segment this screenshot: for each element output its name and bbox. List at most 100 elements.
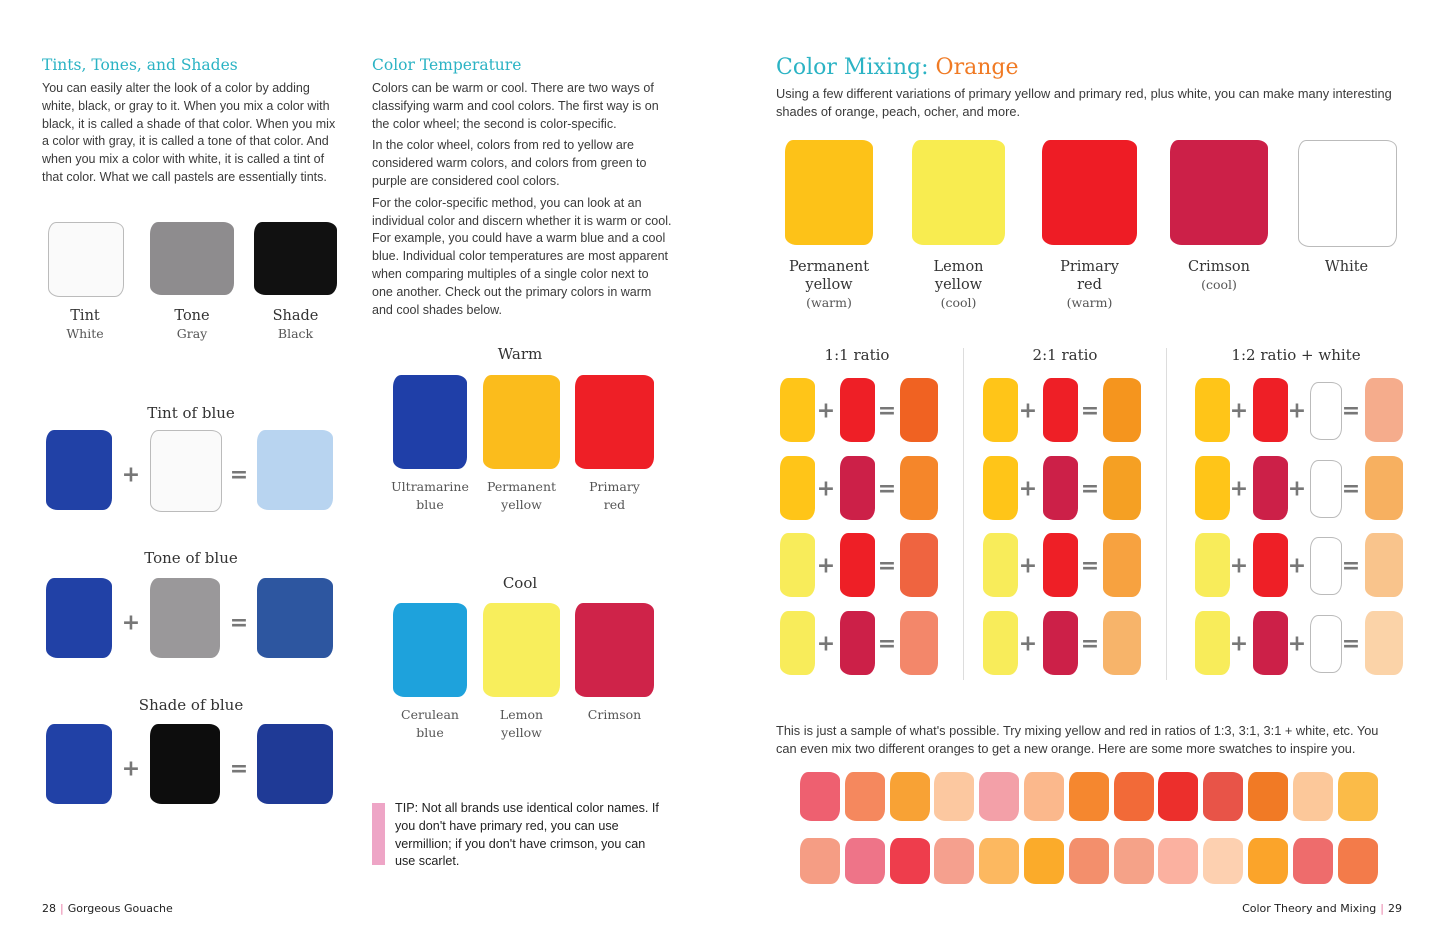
label-text: Gray (176, 326, 208, 341)
label-text: (warm) (806, 295, 852, 310)
paint-swatch (1043, 611, 1078, 675)
inspiration-swatch (1113, 772, 1154, 821)
paint-swatch (983, 378, 1018, 442)
label-text: Primary (589, 479, 640, 494)
title-part: Color Mixing: (776, 55, 936, 80)
label-text: Shade (272, 308, 319, 324)
label-text: yellow (501, 725, 542, 740)
inspiration-swatch (889, 838, 930, 884)
equals-sign: = (229, 756, 249, 782)
paint-swatch (483, 603, 560, 697)
paint-swatch (1310, 382, 1342, 440)
inspiration-swatch (1292, 772, 1333, 821)
paint-swatch (1253, 456, 1288, 520)
result-swatch (900, 533, 938, 597)
page-title: Color Mixing: Orange (776, 55, 1019, 80)
inspiration-swatch (1203, 772, 1244, 821)
inspiration-swatch (1248, 772, 1288, 821)
label-text: yellow (934, 277, 983, 293)
inspiration-swatch (979, 838, 1020, 884)
paint-swatch (1253, 378, 1288, 442)
tip-text: TIP: Not all brands use identical color … (395, 800, 660, 871)
cool-heading: Cool (502, 574, 538, 592)
equals-sign: = (1080, 631, 1100, 657)
swatch-label: Tint White (66, 307, 103, 343)
label-text: Ultramarine (391, 479, 469, 494)
paint-swatch (575, 375, 654, 469)
label-text: White (66, 326, 104, 341)
paragraph: Colors can be warm or cool. There are tw… (372, 81, 659, 131)
paint-swatch (780, 456, 815, 520)
label-text: Black (277, 326, 314, 341)
book-title: Gorgeous Gouache (67, 902, 173, 915)
plus-sign: + (1287, 476, 1307, 502)
mix-heading: Tone of blue (144, 549, 238, 567)
plus-sign: + (1229, 553, 1249, 579)
label-text: Lemon (933, 259, 984, 275)
plus-sign: + (121, 462, 141, 488)
equals-sign: = (1341, 631, 1361, 657)
equals-sign: = (1341, 398, 1361, 424)
paint-swatch (393, 603, 467, 697)
temperature-text: Colors can be warm or cool. There are tw… (372, 80, 672, 323)
label-text: (cool) (1201, 277, 1237, 292)
paint-swatch (48, 222, 124, 297)
swatch-label: Permanent yellow (warm) (789, 258, 869, 312)
label-text: Lemon (499, 707, 544, 722)
plus-sign: + (1287, 553, 1307, 579)
equals-sign: = (1080, 398, 1100, 424)
plus-sign: + (1287, 631, 1307, 657)
paint-swatch (1195, 611, 1230, 675)
label-text: blue (416, 497, 444, 512)
paint-swatch (1310, 615, 1342, 673)
paint-swatch (1298, 140, 1397, 247)
paint-swatch (1170, 140, 1268, 245)
label-text: Cerulean (401, 707, 459, 722)
label-text: Tint (70, 308, 100, 324)
paint-swatch (840, 456, 875, 520)
swatch-label: Primary red (warm) (1060, 258, 1119, 312)
page-number: 29 (1388, 902, 1402, 915)
column-divider (1166, 348, 1167, 680)
label-text: (cool) (940, 295, 977, 310)
swatch-label: Crimson (cool) (1188, 258, 1250, 294)
equals-sign: = (877, 398, 897, 424)
result-swatch (1103, 533, 1141, 597)
result-swatch (900, 611, 938, 675)
equals-sign: = (229, 462, 249, 488)
inspiration-swatch (800, 838, 840, 884)
section-title-tints: Tints, Tones, and Shades (42, 56, 238, 74)
inspiration-swatch (934, 772, 975, 821)
inspiration-swatch (1292, 838, 1333, 884)
title-highlight: Orange (935, 55, 1019, 80)
equals-sign: = (1080, 476, 1100, 502)
result-swatch (1365, 533, 1403, 597)
inspiration-swatch (1337, 838, 1378, 884)
paint-swatch (150, 578, 220, 658)
inspiration-swatch (1113, 838, 1154, 884)
plus-sign: + (1229, 398, 1249, 424)
plus-sign: + (1018, 476, 1038, 502)
label-text: Tone (174, 308, 210, 324)
result-swatch (1365, 611, 1403, 675)
label-text: Crimson (1188, 259, 1250, 275)
inspiration-swatch (1068, 772, 1109, 821)
paint-swatch (840, 378, 875, 442)
chapter-title: Color Theory and Mixing (1242, 902, 1377, 915)
paint-swatch (785, 140, 873, 245)
paint-swatch (1195, 533, 1230, 597)
swatch-label: Cerulean blue (401, 706, 459, 742)
inspiration-swatch (889, 772, 930, 821)
label-text: Primary (1060, 259, 1119, 275)
tip-bar (372, 803, 385, 865)
plus-sign: + (816, 553, 836, 579)
inspiration-swatch (1158, 772, 1199, 821)
paint-swatch (1253, 533, 1288, 597)
tip-label: TIP: (395, 801, 419, 815)
mix-heading: Shade of blue (138, 696, 244, 714)
plus-sign: + (1018, 631, 1038, 657)
paint-swatch (483, 375, 560, 469)
paint-swatch (393, 375, 467, 469)
inspiration-swatch (800, 772, 840, 821)
plus-sign: + (1229, 476, 1249, 502)
